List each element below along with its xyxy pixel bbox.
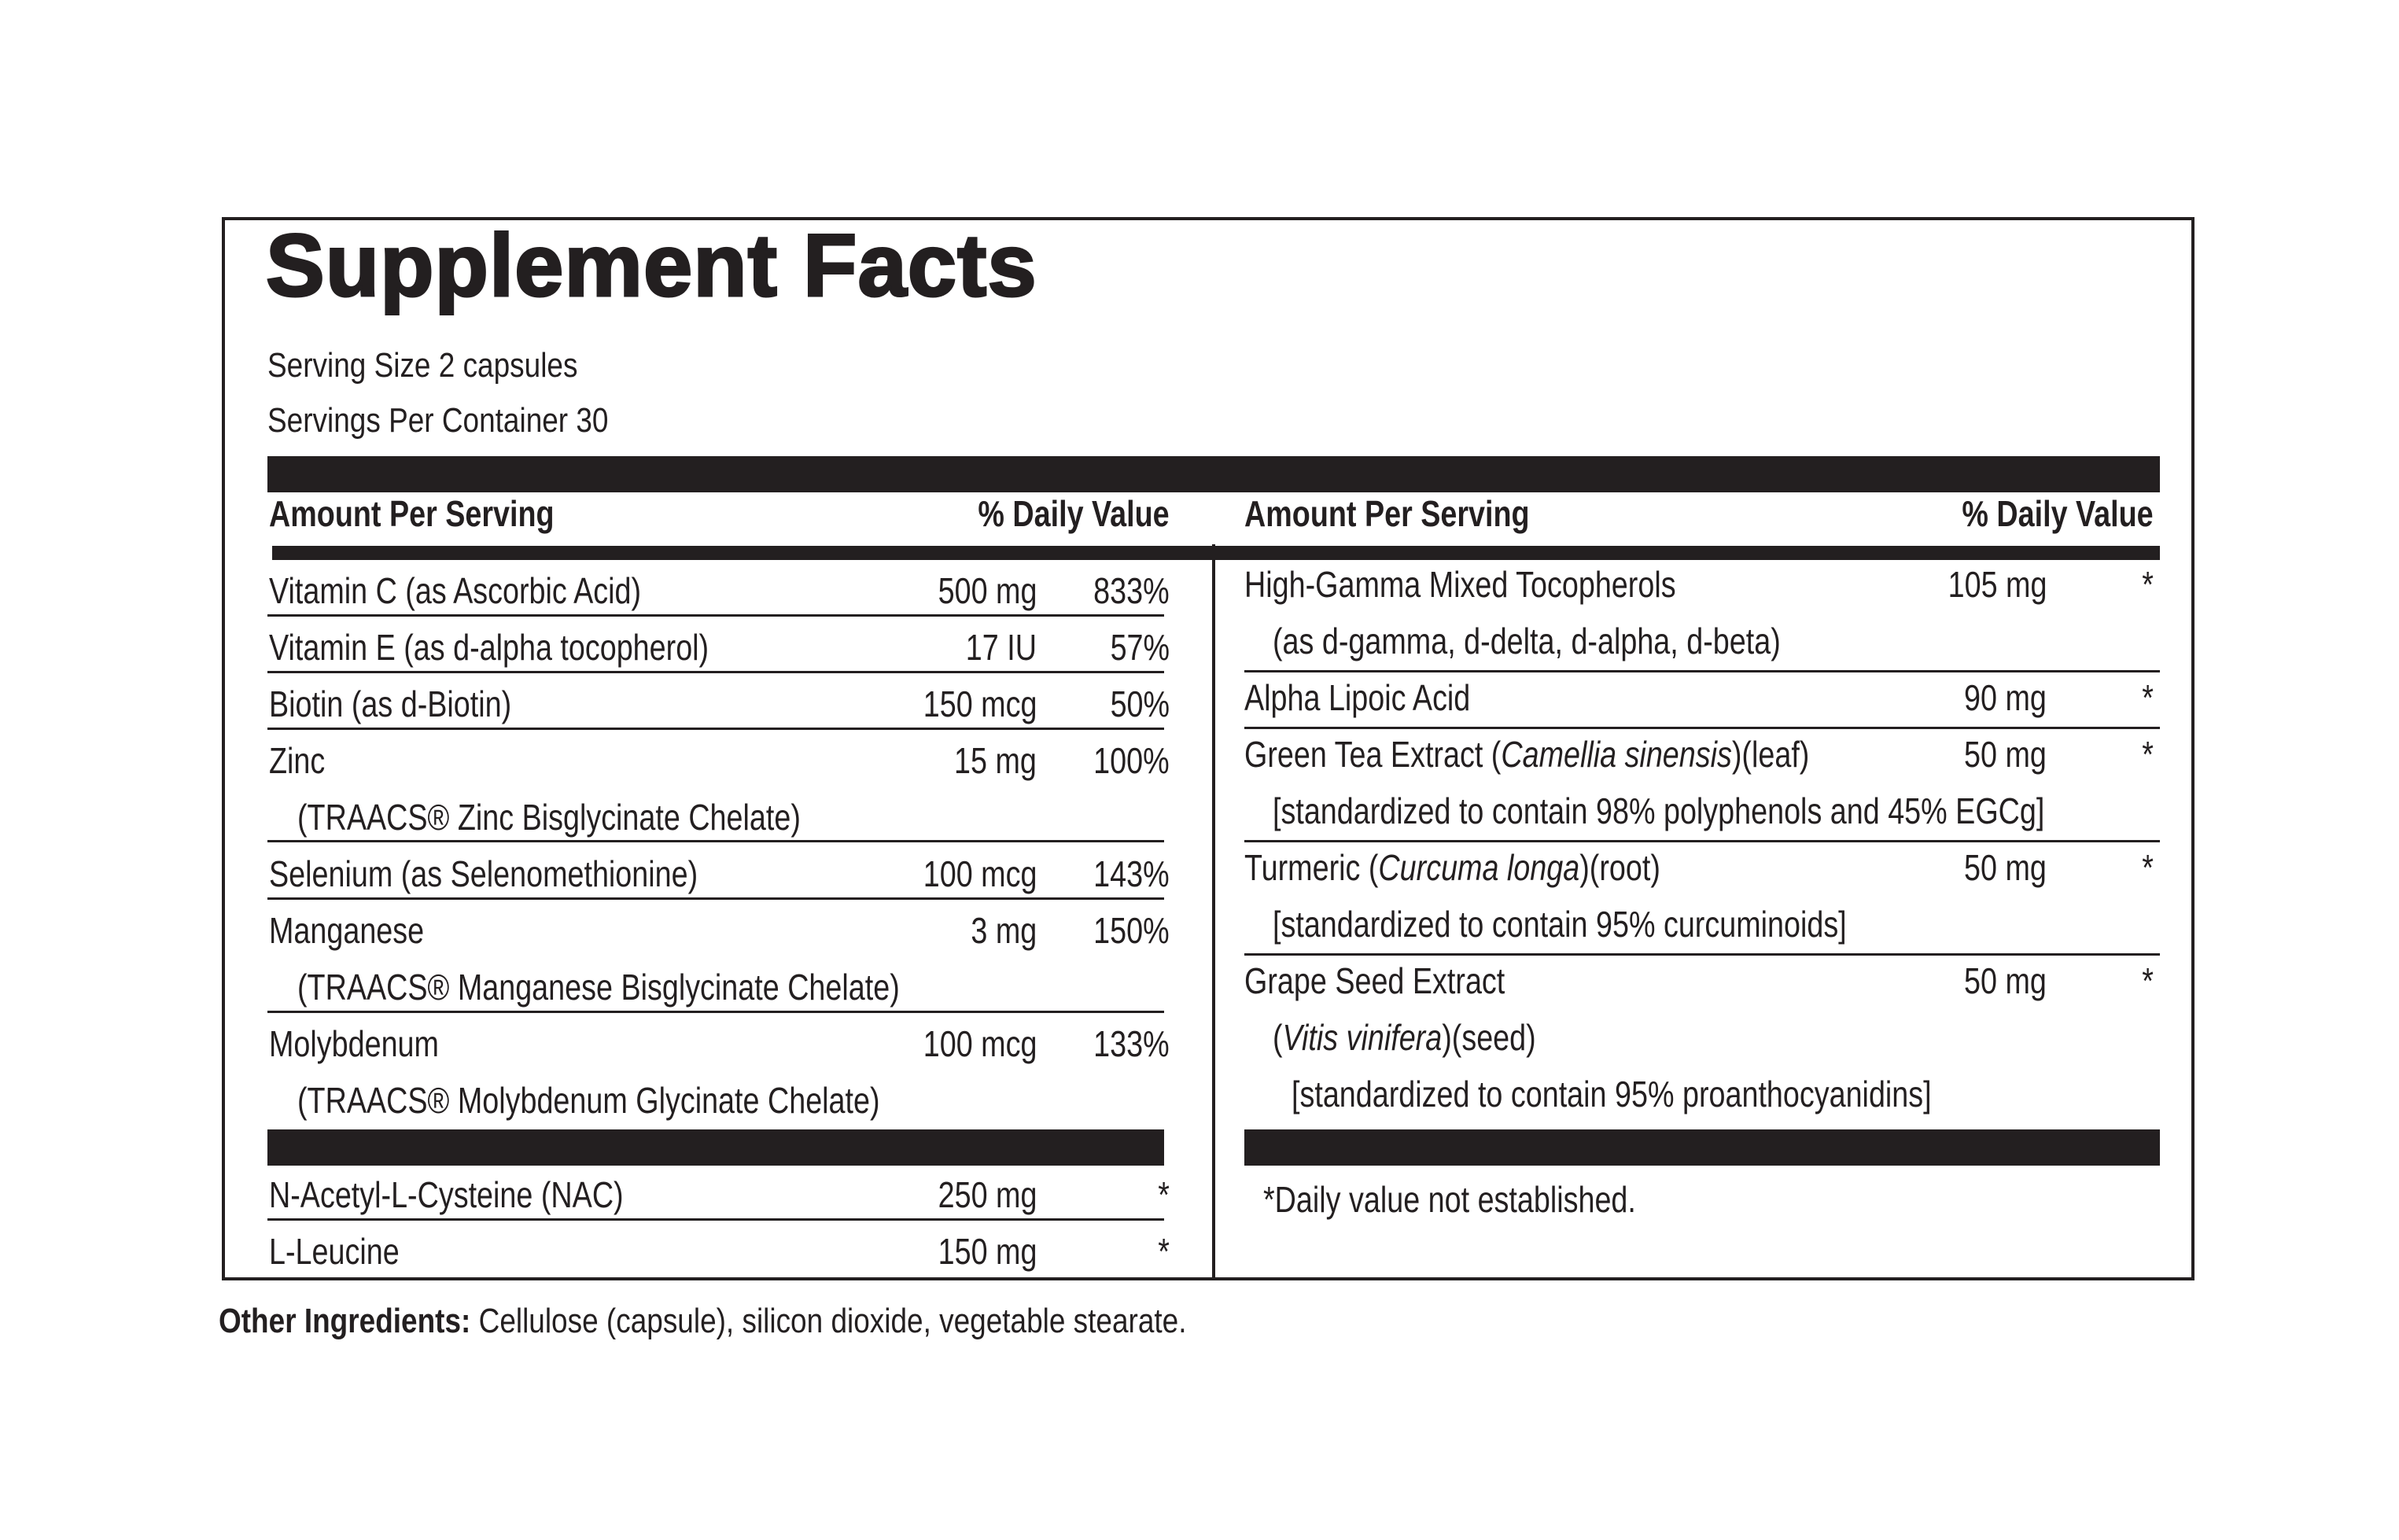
left-header-dv: % Daily Value <box>978 493 1170 534</box>
right-header-amount: Amount Per Serving <box>1244 493 1530 534</box>
row-divider <box>267 840 1164 842</box>
row-divider <box>267 728 1164 730</box>
top-rule <box>267 456 2160 492</box>
left-section-bar <box>267 1129 1164 1166</box>
footnote: *Daily value not established. <box>1263 1179 1636 1220</box>
serving-size: Serving Size 2 capsules <box>267 346 578 385</box>
row-divider <box>267 614 1164 617</box>
panel-title: Supplement Facts <box>265 216 1038 315</box>
left-header-amount: Amount Per Serving <box>269 493 555 534</box>
row-divider <box>267 671 1164 673</box>
row-divider <box>1244 840 2160 842</box>
right-header-dv: % Daily Value <box>1962 493 2154 534</box>
row-divider <box>267 1011 1164 1013</box>
row-divider <box>267 897 1164 900</box>
row-divider <box>1244 727 2160 729</box>
left-header-rule <box>272 546 1216 560</box>
right-header-rule <box>1215 546 2160 560</box>
right-section-bar <box>1244 1129 2160 1166</box>
column-divider <box>1212 544 1215 1280</box>
supplement-facts-panel <box>222 217 2194 1280</box>
row-divider <box>1244 670 2160 672</box>
row-divider <box>267 1218 1164 1221</box>
row-divider <box>1244 953 2160 956</box>
servings-per-container: Servings Per Container 30 <box>267 401 609 440</box>
other-ingredients: Other Ingredients: Cellulose (capsule), … <box>219 1302 1187 1340</box>
